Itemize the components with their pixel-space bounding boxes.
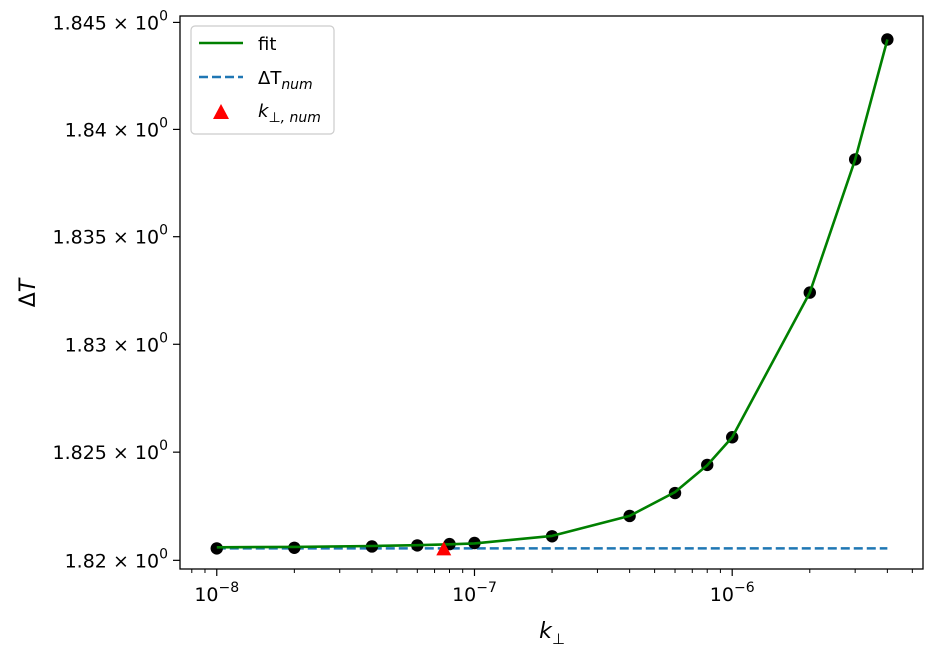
- x-tick-label: 10−7: [452, 580, 497, 606]
- y-tick-label: 1.82 × 100: [65, 546, 168, 572]
- legend-box: [190, 25, 335, 135]
- legend-fit-label: fit: [258, 34, 276, 55]
- x-axis: 10−8 10−7 10−6: [191, 569, 913, 606]
- legend-dtnum-label: ΔTnum: [258, 68, 313, 93]
- y-axis-label: ΔT: [16, 277, 41, 307]
- x-tick-label: 10−8: [194, 580, 239, 606]
- k-num-marker: [436, 541, 452, 556]
- y-tick-label: 1.83 × 100: [65, 330, 168, 356]
- legend-knum-label: k⊥, num: [258, 101, 321, 126]
- axes-frame: [179, 15, 924, 570]
- x-tick-label: 10−6: [710, 580, 755, 606]
- legend: fit ΔTnum k⊥, num: [190, 25, 335, 135]
- y-tick-label: 1.845 × 100: [53, 8, 169, 34]
- y-tick-label: 1.84 × 100: [65, 115, 168, 141]
- fit-line: [216, 39, 889, 549]
- data-point: [210, 542, 223, 555]
- legend-knum-marker: [213, 104, 229, 119]
- plot-area: [210, 33, 894, 556]
- x-axis-label: k⊥: [539, 619, 565, 648]
- y-tick-label: 1.825 × 100: [53, 438, 169, 464]
- y-axis: 1.82 × 100 1.825 × 100 1.83 × 100 1.835 × 1…: [53, 8, 180, 572]
- y-tick-label: 1.835 × 100: [53, 223, 169, 249]
